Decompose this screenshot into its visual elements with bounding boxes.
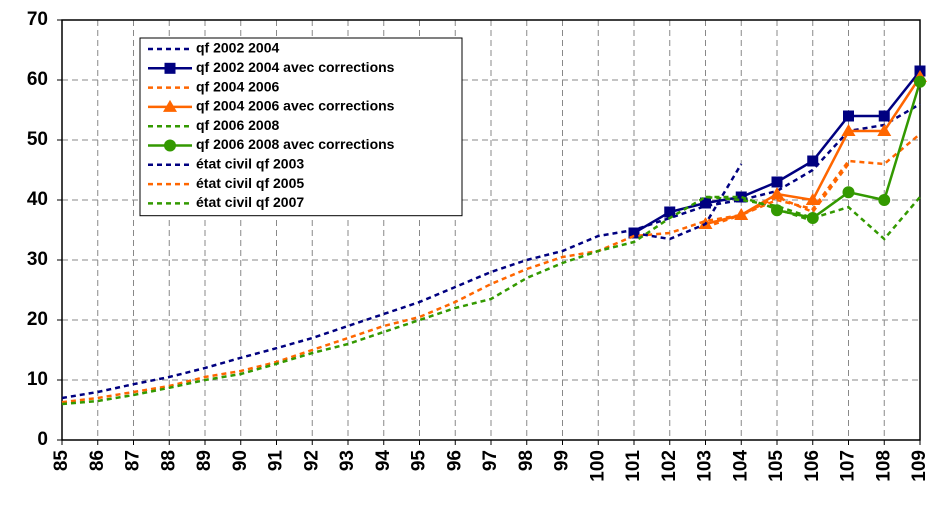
- y-tick-label: 30: [27, 249, 48, 270]
- marker: [163, 99, 177, 112]
- x-tick-label: 98: [516, 450, 537, 471]
- marker: [700, 197, 711, 209]
- y-tick-label: 70: [27, 9, 48, 30]
- series-line: [61, 133, 921, 404]
- y-tick-label: 0: [37, 429, 48, 450]
- x-tick-label: 102: [659, 450, 680, 482]
- legend-label: qf 2004 2006: [196, 78, 279, 94]
- x-tick-label: 94: [373, 450, 394, 472]
- x-tick-label: 103: [695, 450, 716, 482]
- marker: [878, 110, 890, 122]
- x-tick-label: 92: [301, 450, 322, 471]
- x-tick-label: 104: [730, 450, 751, 482]
- legend-label: qf 2004 2006 avec corrections: [196, 98, 395, 114]
- x-tick-label: 89: [194, 450, 215, 471]
- x-tick-label: 87: [123, 450, 144, 471]
- plot-border: [61, 19, 921, 441]
- x-tick-label: 90: [230, 450, 251, 471]
- legend-label: qf 2006 2008: [196, 117, 279, 133]
- x-tick-label: 91: [266, 450, 287, 472]
- x-tick-label: 96: [444, 450, 465, 471]
- legend: qf 2002 2004 qf 2002 2004 avec correction…: [139, 37, 463, 217]
- series-line: [61, 102, 921, 400]
- marker: [843, 110, 854, 122]
- y-tick-label: 10: [27, 369, 48, 390]
- legend-label: qf 2002 2004 avec corrections: [196, 59, 395, 75]
- x-tick-label: 99: [552, 450, 573, 471]
- y-tick-label: 60: [27, 69, 48, 90]
- marker: [914, 75, 926, 88]
- x-tick-label: 101: [623, 450, 644, 482]
- series-line: [633, 163, 743, 241]
- x-tick-label: 95: [409, 450, 430, 472]
- marker: [805, 193, 820, 205]
- marker: [877, 124, 892, 136]
- x-tick-label: 85: [51, 450, 72, 472]
- y-tick-label: 50: [27, 129, 48, 150]
- marker: [806, 212, 819, 224]
- x-tick-label: 88: [158, 450, 179, 471]
- y-tick-label: 20: [27, 309, 48, 330]
- marker: [841, 124, 856, 136]
- x-tick-label: 108: [873, 450, 894, 482]
- marker: [164, 139, 176, 152]
- x-tick-label: 97: [480, 450, 501, 471]
- legend-box: [139, 37, 463, 217]
- x-tick-label: 86: [87, 450, 108, 471]
- legend-label: état civil qf 2005: [196, 175, 304, 191]
- x-tick-label: 105: [766, 450, 787, 482]
- marker: [771, 176, 783, 188]
- marker: [664, 206, 676, 218]
- marker: [842, 186, 855, 199]
- legend-label: état civil qf 2007: [196, 194, 304, 210]
- x-tick-label: 106: [802, 450, 823, 482]
- marker: [807, 155, 819, 167]
- marker: [770, 187, 784, 199]
- x-tick-label: 100: [587, 450, 608, 482]
- legend-label: qf 2002 2004: [196, 40, 279, 56]
- marker: [164, 62, 176, 74]
- x-tick-label: 93: [337, 450, 358, 471]
- marker: [878, 194, 891, 206]
- marker: [735, 191, 747, 203]
- legend-label: qf 2006 2008 avec corrections: [196, 136, 395, 152]
- x-tick-label: 107: [838, 450, 859, 482]
- series-line: [61, 195, 921, 406]
- y-tick-label: 40: [27, 189, 48, 210]
- series-line: [705, 195, 814, 223]
- x-tick-label: 109: [909, 450, 929, 482]
- series-line: [705, 163, 850, 229]
- legend-label: état civil qf 2003: [196, 156, 304, 172]
